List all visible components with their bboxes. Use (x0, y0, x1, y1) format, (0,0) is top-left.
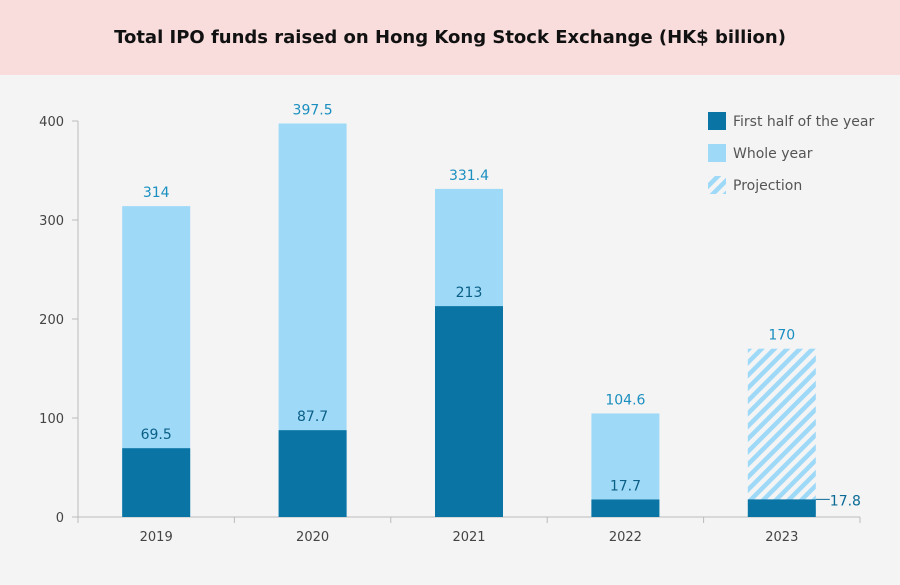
data-label-first-half: 17.8 (830, 493, 861, 509)
data-label-whole-year: 331.4 (449, 168, 489, 184)
bar-first-half (278, 430, 347, 517)
data-label-first-half: 87.7 (297, 409, 328, 425)
legend-swatch-0 (708, 112, 726, 130)
x-tick-label: 2019 (140, 530, 173, 545)
legend-swatch-2 (708, 176, 726, 194)
legend-label: Whole year (733, 146, 813, 162)
data-label-whole-year: 104.6 (605, 392, 645, 408)
data-label-whole-year: 314 (143, 185, 170, 201)
x-tick-label: 2022 (609, 530, 642, 545)
title-banner: Total IPO funds raised on Hong Kong Stoc… (0, 0, 900, 75)
data-label-first-half: 69.5 (141, 427, 172, 443)
bar-first-half (435, 306, 503, 517)
data-label-first-half: 17.7 (610, 478, 641, 494)
y-tick-label: 300 (39, 214, 64, 229)
x-tick-label: 2021 (452, 530, 485, 545)
y-tick-label: 400 (39, 115, 64, 130)
data-label-first-half: 213 (456, 285, 483, 301)
chart-title: Total IPO funds raised on Hong Kong Stoc… (114, 27, 786, 48)
bar-first-half (747, 499, 816, 517)
y-tick-label: 0 (56, 511, 64, 526)
bar-first-half (122, 448, 191, 517)
y-tick-label: 100 (39, 412, 64, 427)
bar-projection (747, 348, 816, 517)
y-tick-label: 200 (39, 313, 64, 328)
data-label-whole-year: 397.5 (293, 102, 333, 118)
legend-label: Projection (733, 178, 802, 194)
data-label-projection: 170 (768, 328, 795, 344)
legend-label: First half of the year (733, 114, 874, 130)
x-tick-label: 2023 (765, 530, 798, 545)
x-tick-label: 2020 (296, 530, 329, 545)
legend-swatch-1 (708, 144, 726, 162)
bar-first-half (591, 499, 660, 517)
